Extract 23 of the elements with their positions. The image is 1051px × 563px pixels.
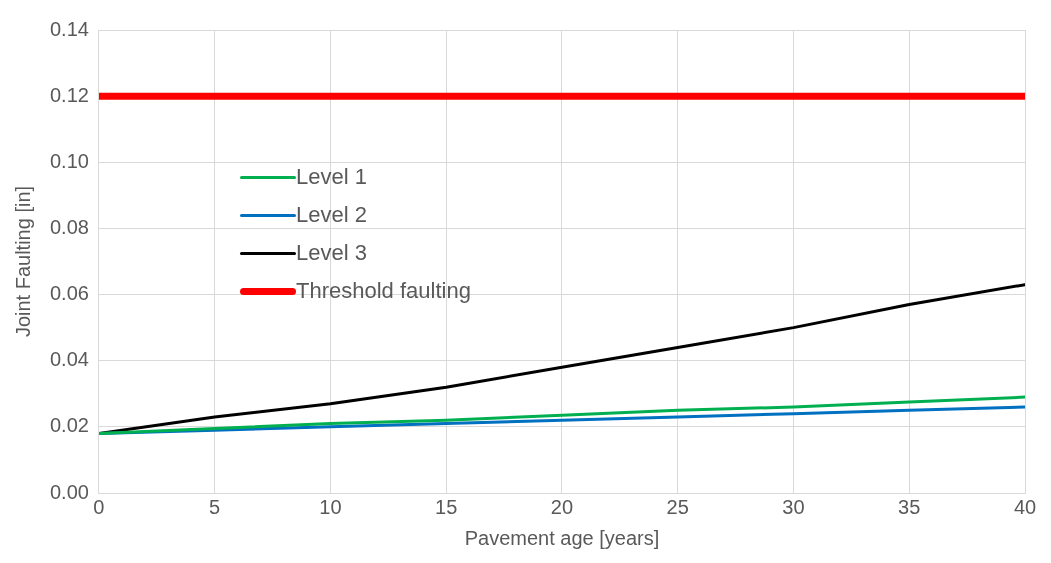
x-tick-label: 40	[1013, 495, 1037, 518]
y-tick-label: 0.06	[49, 282, 89, 305]
x-tick-label: 15	[435, 495, 458, 518]
legend-label: Level 1	[296, 164, 367, 190]
x-tick-label: 20	[550, 495, 574, 518]
x-tick-label: 0	[93, 495, 105, 518]
legend-label: Threshold faulting	[296, 278, 471, 304]
y-tick-label: 0.00	[49, 480, 89, 503]
x-tick-label: 35	[898, 495, 921, 518]
x-tick-label: 25	[666, 495, 689, 518]
y-axis-title: Joint Faulting [in]	[11, 185, 34, 338]
y-tick-label: 0.04	[49, 348, 89, 371]
y-tick-label: 0.10	[49, 149, 89, 172]
legend-label: Level 2	[296, 202, 367, 228]
legend-label: Level 3	[296, 240, 367, 266]
y-tick-label: 0.02	[49, 414, 89, 437]
x-tick-label: 30	[782, 495, 805, 518]
y-tick-label: 0.14	[49, 17, 89, 40]
y-tick-label: 0.12	[49, 83, 89, 106]
x-tick-label: 5	[209, 495, 221, 518]
y-tick-label: 0.08	[49, 215, 89, 238]
x-tick-label: 10	[319, 495, 342, 518]
x-axis-title: Pavement age [years]	[464, 526, 660, 549]
